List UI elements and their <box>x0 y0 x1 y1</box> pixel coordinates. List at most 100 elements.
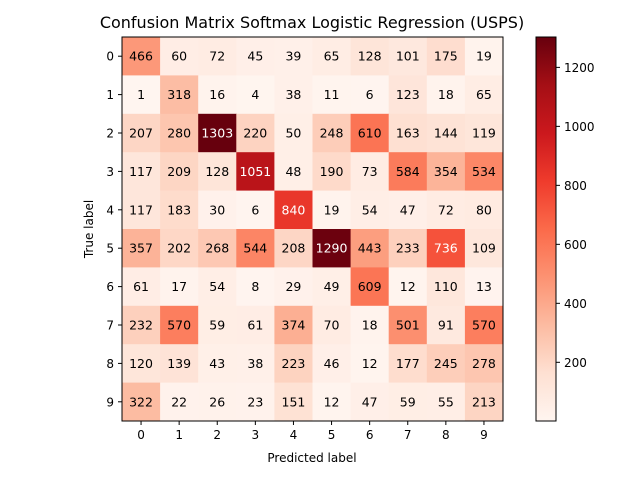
heatmap-cell <box>198 229 237 268</box>
y-tick-label: 1 <box>106 88 114 102</box>
heatmap-cell <box>274 229 313 268</box>
cell-value-label: 233 <box>396 241 420 256</box>
cell-value-label: 16 <box>209 87 225 102</box>
heatmap-cell <box>312 229 352 268</box>
heatmap-cell <box>350 305 390 345</box>
cell-value-label: 151 <box>282 394 306 409</box>
cell-value-label: 501 <box>396 318 420 333</box>
cell-value-label: 232 <box>129 318 153 333</box>
cell-value-label: 61 <box>133 279 149 294</box>
cell-value-label: 4 <box>251 87 259 102</box>
cell-value-label: 49 <box>324 279 340 294</box>
heatmap-cell <box>122 152 161 192</box>
x-tick-label: 9 <box>480 428 488 442</box>
heatmap-cell <box>236 37 275 76</box>
heatmap-cells <box>122 37 504 422</box>
cell-value-label: 354 <box>434 164 458 179</box>
cell-value-label: 19 <box>324 202 340 217</box>
cell-value-label: 207 <box>129 126 153 141</box>
cell-value-label: 80 <box>476 202 492 217</box>
heatmap-cell <box>312 113 352 153</box>
cell-value-label: 12 <box>324 394 340 409</box>
heatmap-cell <box>198 382 237 422</box>
heatmap-cell <box>274 190 313 230</box>
cell-value-label: 91 <box>438 318 454 333</box>
heatmap-cell <box>274 305 313 345</box>
heatmap-cell <box>388 344 428 384</box>
heatmap-cell <box>198 344 237 384</box>
heatmap-cell <box>198 37 237 76</box>
heatmap-cell <box>312 267 352 307</box>
heatmap-cell <box>312 305 352 345</box>
heatmap-cell <box>160 344 199 384</box>
cell-value-label: 11 <box>324 87 340 102</box>
heatmap-cell <box>426 113 466 153</box>
cell-value-label: 120 <box>129 356 153 371</box>
heatmap-cell <box>388 267 428 307</box>
heatmap-cell <box>160 190 199 230</box>
heatmap-cell <box>312 190 352 230</box>
cell-value-label: 45 <box>247 49 263 64</box>
heatmap-cell <box>122 382 161 422</box>
heatmap-cell <box>426 75 466 115</box>
cell-value-label: 183 <box>167 202 191 217</box>
x-tick-label: 0 <box>137 428 145 442</box>
cell-value-label: 72 <box>209 49 225 64</box>
cell-value-label: 144 <box>434 126 458 141</box>
heatmap-cell <box>274 152 313 192</box>
cell-value-label: 443 <box>358 241 382 256</box>
heatmap-cell <box>464 382 504 422</box>
y-tick-label: 9 <box>106 395 114 409</box>
heatmap-cell <box>122 229 161 268</box>
cell-value-label: 609 <box>358 279 382 294</box>
cell-value-label: 466 <box>129 49 153 64</box>
cell-value-label: 60 <box>171 49 187 64</box>
heatmap-cell <box>388 113 428 153</box>
cell-value-label: 47 <box>400 202 416 217</box>
cell-value-label: 30 <box>209 202 225 217</box>
cell-value-label: 223 <box>282 356 306 371</box>
heatmap-cell <box>388 75 428 115</box>
cell-value-label: 220 <box>243 126 267 141</box>
cell-value-label: 1303 <box>201 126 233 141</box>
cell-value-label: 584 <box>396 164 420 179</box>
x-tick-label: 6 <box>366 428 374 442</box>
heatmap-cell <box>464 190 504 230</box>
cell-value-label: 1290 <box>316 241 348 256</box>
heatmap-cell <box>312 152 352 192</box>
heatmap-cell <box>426 344 466 384</box>
cell-value-label: 736 <box>434 241 458 256</box>
cell-value-label: 610 <box>358 126 382 141</box>
cell-value-label: 534 <box>472 164 496 179</box>
heatmap-cell <box>350 37 390 76</box>
heatmap-cell <box>198 267 237 307</box>
heatmap-cell <box>350 229 390 268</box>
heatmap-cell <box>122 113 161 153</box>
cell-value-label: 6 <box>251 202 259 217</box>
y-tick-label: 0 <box>106 50 114 64</box>
colorbar-ticks: 200 400 600 800 1000 1200 <box>556 61 595 370</box>
colorbar <box>535 36 557 422</box>
heatmap-cell <box>464 229 504 268</box>
heatmap-cell <box>236 113 275 153</box>
heatmap-cell <box>274 75 313 115</box>
cell-value-label: 128 <box>358 49 382 64</box>
heatmap-cell <box>312 75 352 115</box>
cell-value-label: 6 <box>366 87 374 102</box>
cell-value-label: 208 <box>282 241 306 256</box>
cell-value-label: 110 <box>434 279 458 294</box>
cell-value-label: 117 <box>129 164 153 179</box>
cell-value-label: 65 <box>476 87 492 102</box>
heatmap-cell <box>464 344 504 384</box>
cell-value-label: 59 <box>400 394 416 409</box>
heatmap-cell <box>122 267 161 307</box>
heatmap-cell <box>350 344 390 384</box>
heatmap-cell <box>426 190 466 230</box>
colorbar-tick-label: 800 <box>564 179 587 193</box>
heatmap-cell <box>426 37 466 76</box>
heatmap-cell <box>160 113 199 153</box>
heatmap-cell <box>236 382 275 422</box>
heatmap-cell <box>426 152 466 192</box>
y-tick-label: 6 <box>106 280 114 294</box>
